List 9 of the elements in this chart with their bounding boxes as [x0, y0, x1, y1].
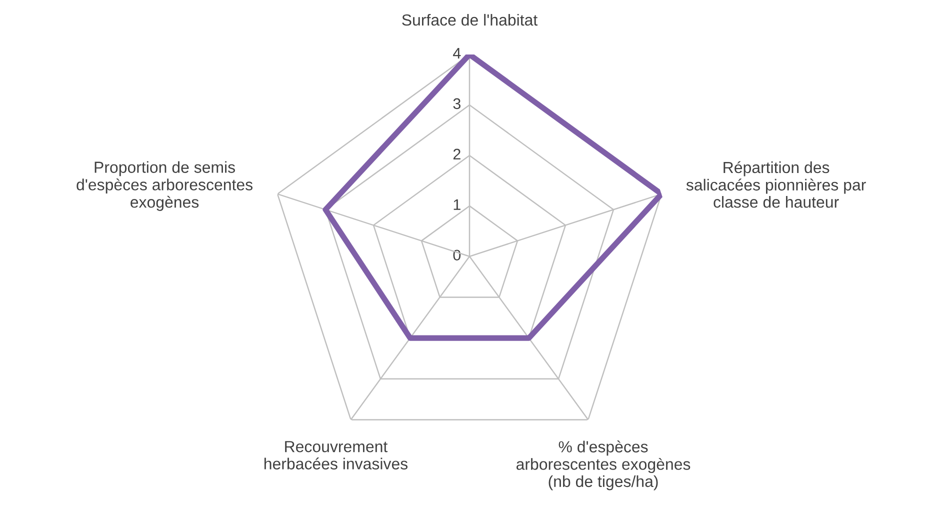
y-tick-label: 3: [453, 98, 460, 110]
spoke-label: Proportion de semis d'espèces arborescentes exogènes: [76, 161, 252, 211]
spoke-label: % d'espèces arborescentes exogènes (nb de tiges/ha): [516, 440, 690, 490]
spoke-label: Recouvrement herbacées invasives: [264, 441, 408, 470]
y-tick-label: 2: [453, 148, 460, 160]
y-tick-label: 1: [454, 199, 460, 210]
spoke-label: Surface de l'habitat: [402, 14, 538, 26]
y-tick-label: 4: [453, 48, 461, 58]
spoke-label: Répartition des salicacées pionnières par classe de hauteur: [686, 161, 866, 208]
